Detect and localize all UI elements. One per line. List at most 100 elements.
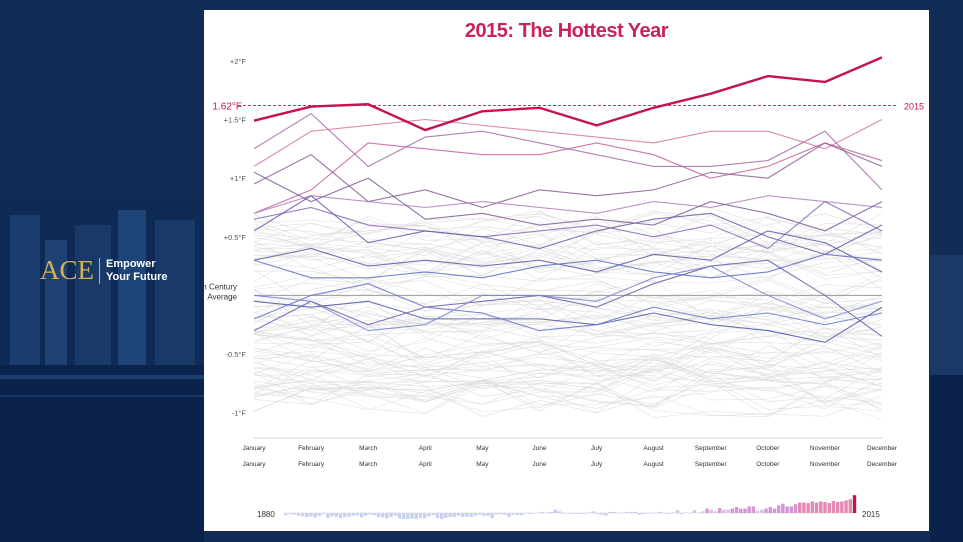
year-anomaly-bar bbox=[591, 511, 595, 513]
year-anomaly-bar bbox=[536, 512, 541, 514]
x-tick-label: December bbox=[867, 445, 898, 452]
year-anomaly-bar bbox=[494, 513, 499, 515]
year-anomaly-bar bbox=[764, 508, 768, 513]
year-anomaly-bar bbox=[717, 508, 722, 513]
historical-year-line bbox=[253, 329, 883, 368]
year-anomaly-bar bbox=[595, 513, 600, 515]
year-series-line bbox=[253, 283, 883, 332]
historical-year-line bbox=[253, 221, 883, 257]
historical-year-line bbox=[253, 225, 883, 255]
year-anomaly-bar bbox=[473, 513, 478, 516]
year-anomaly-bar bbox=[667, 513, 671, 515]
year-anomaly-bar bbox=[688, 513, 692, 514]
year-anomaly-bar bbox=[608, 511, 612, 513]
year-anomaly-bar bbox=[364, 513, 368, 516]
x-tick-label: February bbox=[298, 445, 325, 452]
historical-year-line bbox=[253, 363, 883, 403]
year-anomaly-bar bbox=[385, 513, 389, 519]
reference-value-label: 1.62°F bbox=[212, 101, 242, 112]
year-anomaly-bar bbox=[389, 513, 393, 517]
year-anomaly-bar bbox=[802, 502, 806, 513]
ace-logo: ACE bbox=[40, 255, 94, 285]
x-tick-label: November bbox=[810, 445, 841, 452]
year-anomaly-bar bbox=[726, 509, 730, 513]
year-anomaly-bar bbox=[840, 501, 844, 513]
year-series-line bbox=[253, 142, 883, 209]
historical-year-line bbox=[253, 290, 883, 321]
year-anomaly-bar bbox=[734, 506, 739, 513]
x-tick-label-repeat: May bbox=[476, 461, 489, 468]
historical-year-line bbox=[253, 228, 883, 270]
year-anomaly-bar bbox=[456, 513, 461, 516]
year-anomaly-bar bbox=[713, 511, 718, 513]
x-tick-label-repeat: March bbox=[359, 461, 377, 468]
year-anomaly-bar bbox=[696, 512, 701, 514]
historical-year-line bbox=[253, 317, 883, 355]
year-anomaly-bar bbox=[528, 513, 532, 515]
year-anomaly-bar bbox=[355, 513, 360, 516]
year-anomaly-bar bbox=[781, 503, 785, 513]
year-anomaly-bar bbox=[482, 513, 486, 516]
year-anomaly-bar bbox=[578, 513, 583, 515]
year-anomaly-bar bbox=[418, 513, 423, 518]
year-anomaly-bar bbox=[393, 513, 397, 516]
year-series-line bbox=[253, 265, 883, 332]
baseline-label: 20th Century bbox=[204, 282, 237, 291]
year-anomaly-bar bbox=[835, 502, 840, 513]
bar-strip-start-label: 1880 bbox=[257, 510, 275, 519]
year-anomaly-bar bbox=[448, 513, 452, 517]
year-anomaly-bar bbox=[557, 511, 562, 513]
year-anomaly-bar bbox=[583, 513, 587, 514]
historical-year-line bbox=[253, 213, 883, 248]
year-anomaly-bar bbox=[397, 513, 402, 519]
year-anomaly-bar bbox=[503, 513, 507, 515]
year-anomaly-bar bbox=[427, 513, 431, 517]
year-anomaly-bar bbox=[755, 510, 760, 513]
historical-year-line bbox=[253, 345, 883, 382]
year-anomaly-bar bbox=[574, 513, 579, 515]
x-tick-label-repeat: January bbox=[242, 461, 266, 468]
historical-year-line bbox=[253, 365, 883, 405]
year-anomaly-bar bbox=[498, 513, 503, 515]
year-anomaly-bar bbox=[351, 513, 355, 516]
historical-year-line bbox=[253, 304, 883, 337]
year-anomaly-bar bbox=[511, 513, 515, 515]
historical-year-line bbox=[253, 327, 883, 362]
temperature-chart: +2°F +1.5°F +1°F +0.5°F -0.5°F -1°F 20th Centu… bbox=[204, 56, 924, 520]
year-anomaly-bar bbox=[848, 499, 852, 513]
historical-year-line bbox=[253, 289, 883, 328]
year-anomaly-bar bbox=[439, 513, 444, 520]
year-anomaly-bar bbox=[305, 513, 309, 517]
year-anomaly-bar bbox=[288, 513, 292, 515]
historical-year-line bbox=[253, 240, 883, 268]
year-anomaly-bar bbox=[739, 508, 743, 513]
historical-year-line bbox=[253, 210, 883, 249]
year-anomaly-bar bbox=[372, 513, 376, 516]
x-tick-label: April bbox=[419, 445, 433, 452]
y-tick-label: +2°F bbox=[230, 57, 247, 66]
historical-year-line bbox=[253, 247, 883, 283]
historical-year-line bbox=[253, 289, 883, 326]
logo-divider bbox=[99, 257, 100, 284]
year-series-line bbox=[253, 300, 883, 343]
historical-year-line bbox=[253, 351, 883, 383]
year-anomaly-bar bbox=[406, 513, 410, 520]
year-anomaly-bar bbox=[507, 513, 511, 517]
year-anomaly-bar bbox=[663, 513, 667, 514]
year-anomaly-bar bbox=[587, 512, 591, 514]
year-anomaly-bar bbox=[776, 505, 781, 513]
year-anomaly-bar bbox=[844, 500, 848, 513]
year-anomaly-bar bbox=[490, 513, 494, 518]
year-anomaly-bar bbox=[831, 500, 836, 513]
year-anomaly-bar bbox=[414, 513, 419, 520]
historical-year-line bbox=[253, 376, 883, 418]
year-anomaly-bar bbox=[823, 502, 827, 513]
year-anomaly-bar bbox=[460, 513, 465, 517]
year-anomaly-bar bbox=[532, 513, 536, 514]
year-anomaly-bar bbox=[410, 513, 414, 519]
year-anomaly-bar bbox=[515, 513, 520, 516]
year-anomaly-bar bbox=[334, 513, 338, 517]
year-anomaly-bar bbox=[785, 506, 789, 513]
year-anomaly-bar bbox=[642, 513, 646, 515]
year-anomaly-bar bbox=[359, 513, 364, 518]
